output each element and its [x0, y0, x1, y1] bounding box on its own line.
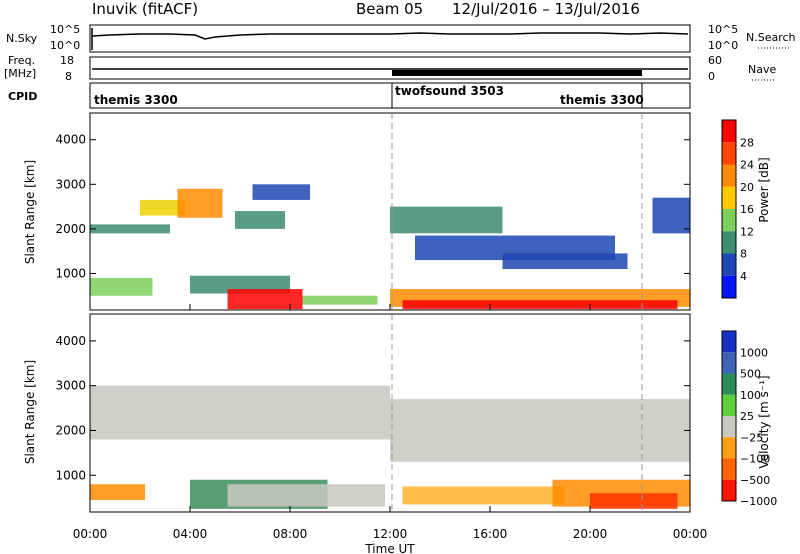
power-cbar-tick: 4 — [740, 270, 747, 283]
power-ytick-label: 1000 — [55, 266, 86, 280]
nsky-trace — [91, 32, 689, 40]
date-title: 12/Jul/2016 – 13/Jul/2016 — [452, 0, 640, 18]
velocity-cbar-tick: −25 — [740, 431, 763, 444]
velocity-cbar-swatch — [722, 437, 736, 459]
power-band — [177, 188, 223, 218]
velocity-cbar-swatch — [722, 458, 736, 480]
power-cbar-swatch — [722, 253, 736, 276]
velocity-cbar-swatch — [722, 373, 736, 395]
power-band — [402, 300, 678, 310]
velocity-cbar-swatch — [722, 416, 736, 438]
velocity-ytick-label: 2000 — [55, 423, 86, 437]
power-cbar-tick: 16 — [740, 203, 754, 216]
velocity-cbar-tick: −100 — [740, 453, 770, 466]
time-xtick-label: 20:00 — [573, 527, 608, 541]
time-xtick-label: 00:00 — [673, 527, 708, 541]
time-xtick-label: 12:00 — [373, 527, 408, 541]
power-ytick-label: 4000 — [55, 133, 86, 147]
power-band — [390, 206, 503, 234]
velocity-cbar-tick: 100 — [740, 389, 761, 402]
freq-strip: Freq. [MHz] 18 8 60 0 Nave — [4, 54, 776, 83]
power-cbar-swatch — [722, 209, 736, 232]
cpid-label: CPID — [8, 90, 37, 103]
time-xtick-label: 00:00 — [73, 527, 108, 541]
velocity-band — [90, 484, 145, 500]
velocity-cbar-swatch — [722, 331, 736, 353]
power-panel: 1000 2000 3000 4000 Slant Range [km] 28 24 20… — [23, 112, 771, 311]
velocity-band — [590, 493, 678, 509]
velocity-cbar-tick: −500 — [740, 474, 770, 487]
velocity-band — [402, 486, 565, 505]
power-band — [90, 224, 170, 234]
power-cbar-label: Power [dB] — [757, 157, 771, 222]
power-cbar-swatch — [722, 186, 736, 209]
velocity-cbar-label: Velocity [m s⁻¹] — [757, 375, 771, 468]
cpid-segment-1: themis 3300 — [94, 93, 178, 107]
power-ytick-label: 2000 — [55, 222, 86, 236]
power-ytick-label: 3000 — [55, 177, 86, 191]
power-cbar-swatch — [722, 275, 736, 298]
velocity-cbar-tick: −1000 — [740, 495, 777, 508]
power-cbar-swatch — [722, 120, 736, 143]
nsearch-label: N.Search — [746, 31, 796, 44]
power-band — [235, 211, 285, 229]
velocity-cbar-swatch — [722, 479, 736, 501]
freq-label: Freq. — [8, 54, 35, 67]
power-cbar-tick: 12 — [740, 225, 754, 238]
nsky-strip: N.Sky 10^5 10^0 10^5 10^0 N.Search — [6, 23, 796, 53]
velocity-cbar-tick: 1000 — [740, 346, 768, 359]
velocity-ytick-label: 4000 — [55, 334, 86, 348]
time-xtick-label: 04:00 — [173, 527, 208, 541]
velocity-cbar-swatch — [722, 394, 736, 416]
velocity-ytick-label: 3000 — [55, 379, 86, 393]
power-cbar-tick: 28 — [740, 136, 754, 149]
nsky-label: N.Sky — [6, 32, 38, 45]
power-ylabel: Slant Range [km] — [23, 160, 37, 264]
power-cbar-tick: 8 — [740, 248, 747, 261]
power-cbar-swatch — [722, 142, 736, 165]
power-band — [90, 277, 153, 296]
cpid-segment-3: themis 3300 — [560, 93, 644, 107]
freq-unit: [MHz] — [4, 67, 36, 80]
power-cbar-frame — [721, 119, 737, 299]
velocity-cbar-frame — [721, 330, 737, 502]
time-xlabel: Time UT — [364, 542, 415, 554]
nave-tick-low: 0 — [708, 70, 715, 83]
time-xtick-label: 08:00 — [273, 527, 308, 541]
velocity-panel: 1000 2000 3000 4000 00:00 04:00 08:00 12:00 16:… — [23, 304, 777, 554]
freq-tick-high: 18 — [60, 54, 74, 67]
velocity-cbar-tick: 25 — [740, 410, 754, 423]
nave-tick-high: 60 — [708, 54, 722, 67]
power-cbar-tick: 20 — [740, 181, 754, 194]
nsearch-tick-low: 10^0 — [708, 39, 738, 52]
nsky-tick-high: 10^5 — [50, 23, 80, 36]
power-band — [652, 197, 690, 234]
velocity-band — [227, 484, 385, 507]
freq-tick-low: 8 — [65, 70, 72, 83]
beam-title: Beam 05 — [356, 0, 424, 18]
power-band — [302, 295, 378, 305]
power-cbar-swatch — [722, 231, 736, 254]
power-cbar-swatch — [722, 164, 736, 187]
power-band — [502, 253, 628, 269]
nsky-tick-low: 10^0 — [50, 39, 80, 52]
power-band — [252, 184, 310, 200]
nave-dense-band — [392, 70, 642, 76]
velocity-ylabel: Slant Range [km] — [23, 360, 37, 464]
velocity-cbar-swatch — [722, 352, 736, 374]
power-band — [140, 199, 185, 216]
velocity-cbar-tick: 500 — [740, 368, 761, 381]
velocity-band — [90, 385, 390, 440]
velocity-ytick-label: 1000 — [55, 468, 86, 482]
station-title: Inuvik (fitACF) — [92, 0, 199, 18]
nave-label: Nave — [748, 63, 776, 76]
cpid-strip: CPID themis 3300 twofsound 3503 themis 3… — [8, 82, 691, 109]
power-cbar-tick: 24 — [740, 159, 754, 172]
nsearch-tick-high: 10^5 — [708, 23, 738, 36]
velocity-band — [390, 399, 690, 462]
time-xtick-label: 16:00 — [473, 527, 508, 541]
power-band — [227, 289, 303, 310]
cpid-segment-2: twofsound 3503 — [395, 84, 504, 98]
